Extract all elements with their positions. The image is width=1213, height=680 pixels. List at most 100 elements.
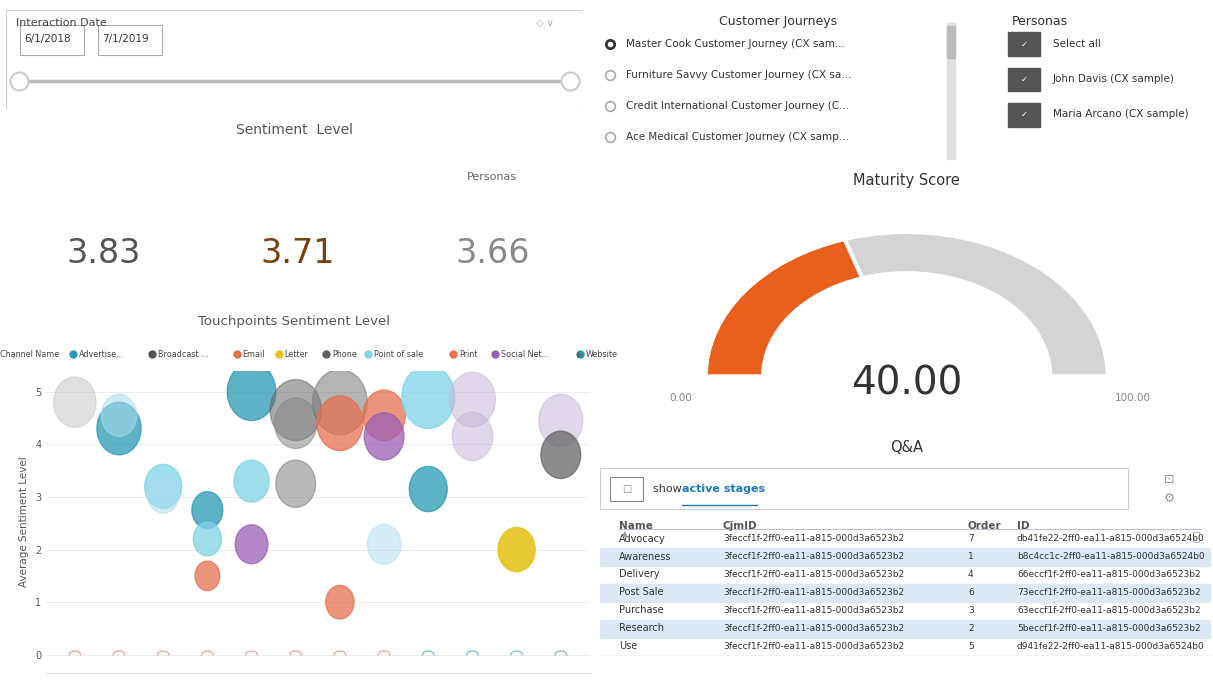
Circle shape <box>193 522 222 556</box>
Text: Touchpoints Sentiment Level: Touchpoints Sentiment Level <box>198 315 391 328</box>
Text: Awareness: Awareness <box>619 551 671 562</box>
Text: Maturity Score: Maturity Score <box>853 173 961 188</box>
Text: 3feccf1f-2ff0-ea11-a815-000d3a6523b2: 3feccf1f-2ff0-ea11-a815-000d3a6523b2 <box>723 588 904 597</box>
FancyBboxPatch shape <box>1008 103 1040 126</box>
Text: ▲: ▲ <box>622 528 628 538</box>
Text: 3.66: 3.66 <box>455 237 530 270</box>
Text: ⚙: ⚙ <box>1164 492 1175 505</box>
Circle shape <box>102 394 137 437</box>
Text: 66eccf1f-2ff0-ea11-a815-000d3a6523b2: 66eccf1f-2ff0-ea11-a815-000d3a6523b2 <box>1016 570 1201 579</box>
Circle shape <box>234 460 269 502</box>
Circle shape <box>499 528 535 572</box>
Text: 7: 7 <box>968 534 974 543</box>
Bar <box>600 548 1209 566</box>
Circle shape <box>539 394 583 447</box>
Wedge shape <box>706 232 1107 377</box>
Bar <box>947 22 956 158</box>
Circle shape <box>326 585 354 619</box>
Text: 63eccf1f-2ff0-ea11-a815-000d3a6523b2: 63eccf1f-2ff0-ea11-a815-000d3a6523b2 <box>1016 606 1201 615</box>
Text: Print: Print <box>459 350 477 359</box>
FancyBboxPatch shape <box>98 25 161 54</box>
Text: 3.71: 3.71 <box>261 237 335 270</box>
Text: 3feccf1f-2ff0-ea11-a815-000d3a6523b2: 3feccf1f-2ff0-ea11-a815-000d3a6523b2 <box>723 534 904 543</box>
Text: Name: Name <box>619 521 653 530</box>
Text: Maria Arcano (CX sample): Maria Arcano (CX sample) <box>1053 109 1189 119</box>
Text: Contacts: Contacts <box>273 172 323 182</box>
Text: Order: Order <box>968 521 1002 530</box>
Text: 3feccf1f-2ff0-ea11-a815-000d3a6523b2: 3feccf1f-2ff0-ea11-a815-000d3a6523b2 <box>723 641 904 651</box>
Text: show: show <box>653 484 685 494</box>
Circle shape <box>409 466 448 511</box>
Text: □: □ <box>622 484 632 494</box>
Text: Website: Website <box>586 350 617 359</box>
Text: 3: 3 <box>968 606 974 615</box>
Circle shape <box>452 412 492 460</box>
Text: Point of sale: Point of sale <box>374 350 423 359</box>
Circle shape <box>144 464 182 509</box>
Text: db41fe22-2ff0-ea11-a815-000d3a6524b0: db41fe22-2ff0-ea11-a815-000d3a6524b0 <box>1016 534 1205 543</box>
Text: Select all: Select all <box>1053 39 1101 48</box>
Text: Customer Journeys: Customer Journeys <box>51 172 156 182</box>
Text: Advocacy: Advocacy <box>619 534 666 543</box>
Bar <box>600 584 1209 602</box>
Circle shape <box>270 379 321 441</box>
Text: 3feccf1f-2ff0-ea11-a815-000d3a6523b2: 3feccf1f-2ff0-ea11-a815-000d3a6523b2 <box>723 624 904 632</box>
Circle shape <box>317 396 363 451</box>
Circle shape <box>235 525 268 564</box>
Text: 6/1/2018: 6/1/2018 <box>24 34 72 44</box>
Bar <box>947 26 956 58</box>
Text: 0.00: 0.00 <box>670 393 693 403</box>
Circle shape <box>450 372 495 427</box>
Text: ◇ ∨: ◇ ∨ <box>536 18 554 28</box>
FancyBboxPatch shape <box>6 10 582 109</box>
Text: 3feccf1f-2ff0-ea11-a815-000d3a6523b2: 3feccf1f-2ff0-ea11-a815-000d3a6523b2 <box>723 606 904 615</box>
Text: ID: ID <box>1016 521 1030 530</box>
Text: Channel Name: Channel Name <box>0 350 59 359</box>
Text: 6: 6 <box>968 588 974 597</box>
FancyBboxPatch shape <box>1008 67 1040 92</box>
Text: d941fe22-2ff0-ea11-a815-000d3a6524b0: d941fe22-2ff0-ea11-a815-000d3a6524b0 <box>1016 641 1205 651</box>
Wedge shape <box>706 239 862 377</box>
Text: Post Sale: Post Sale <box>619 588 664 597</box>
Text: Email: Email <box>243 350 266 359</box>
Text: ✓: ✓ <box>1020 40 1027 49</box>
Circle shape <box>195 561 220 590</box>
Text: ⓘ: ⓘ <box>1192 531 1200 545</box>
Text: b8c4cc1c-2ff0-ea11-a815-000d3a6524b0: b8c4cc1c-2ff0-ea11-a815-000d3a6524b0 <box>1016 552 1205 561</box>
Circle shape <box>368 524 400 564</box>
Text: Credit International Customer Journey (C...: Credit International Customer Journey (C… <box>626 101 849 111</box>
FancyBboxPatch shape <box>600 469 1128 509</box>
Text: 4: 4 <box>968 570 974 579</box>
Text: Phone: Phone <box>332 350 357 359</box>
Text: Purchase: Purchase <box>619 605 664 615</box>
Circle shape <box>313 369 368 435</box>
Text: 2: 2 <box>968 624 974 632</box>
Text: Sentiment  Level: Sentiment Level <box>235 123 353 137</box>
Text: 7/1/2019: 7/1/2019 <box>102 34 149 44</box>
Circle shape <box>147 475 180 513</box>
Text: Advertise...: Advertise... <box>79 350 125 359</box>
Text: 40.00: 40.00 <box>852 364 962 403</box>
Circle shape <box>192 492 223 528</box>
Text: John Davis (CX sample): John Davis (CX sample) <box>1053 73 1175 84</box>
Text: Social Net...: Social Net... <box>501 350 549 359</box>
Text: ▶: ▶ <box>577 350 583 359</box>
Circle shape <box>275 460 315 507</box>
Text: Delivery: Delivery <box>619 569 660 579</box>
Text: Use: Use <box>619 641 637 651</box>
Text: Q&A: Q&A <box>890 441 923 456</box>
Text: ✓: ✓ <box>1020 110 1027 119</box>
Circle shape <box>541 431 581 479</box>
Text: Master Cook Customer Journey (CX sam...: Master Cook Customer Journey (CX sam... <box>626 39 845 48</box>
Text: Research: Research <box>619 623 664 633</box>
Y-axis label: Average Sentiment Level: Average Sentiment Level <box>19 456 29 588</box>
Text: 1: 1 <box>968 552 974 561</box>
Circle shape <box>274 398 317 449</box>
Bar <box>600 620 1209 638</box>
Text: active stages: active stages <box>682 484 765 494</box>
Text: Personas: Personas <box>467 172 517 182</box>
Text: CjmID: CjmID <box>723 521 758 530</box>
Text: Ace Medical Customer Journey (CX samp...: Ace Medical Customer Journey (CX samp... <box>626 132 849 142</box>
Text: Interaction Date: Interaction Date <box>17 18 107 28</box>
Circle shape <box>363 390 405 441</box>
